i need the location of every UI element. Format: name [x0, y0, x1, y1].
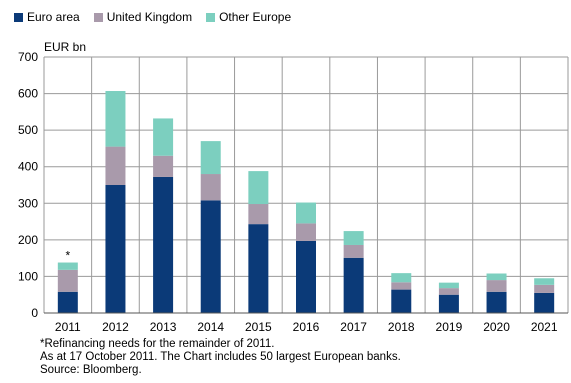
bar-euro-area-2013 — [153, 176, 174, 313]
bar-euro-area-2019 — [438, 294, 459, 313]
bar-euro-area-2016 — [296, 240, 316, 313]
x-tick-label: 2011 — [55, 320, 81, 334]
footnote-source: Source: Bloomberg. — [40, 364, 142, 376]
y-tick-label: 600 — [18, 87, 38, 101]
legend-label-euro-area: Euro area — [27, 10, 80, 24]
bar-euro-area-2015 — [248, 224, 269, 313]
bar-united-kingdom-2020 — [486, 280, 507, 292]
y-axis-unit-label: EUR bn — [44, 40, 87, 54]
x-tick-label: 2021 — [531, 320, 558, 334]
y-tick-label: 0 — [31, 306, 38, 320]
x-tick-label: 2019 — [436, 320, 463, 334]
x-tick-label: 2012 — [102, 320, 129, 334]
bar-other-europe-2014 — [200, 141, 221, 175]
legend: Euro area United Kingdom Other Europe — [14, 10, 291, 24]
legend-item-other-europe: Other Europe — [206, 10, 291, 24]
bar-other-europe-2016 — [296, 202, 316, 224]
y-tick-label: 300 — [18, 196, 38, 210]
bar-euro-area-2018 — [391, 289, 412, 313]
y-tick-label: 700 — [18, 50, 38, 64]
legend-item-euro-area: Euro area — [14, 10, 80, 24]
bar-other-europe-2018 — [391, 273, 412, 283]
legend-swatch-euro-area — [14, 12, 23, 22]
bar-united-kingdom-2021 — [534, 284, 555, 293]
bar-united-kingdom-2015 — [248, 204, 269, 225]
bar-euro-area-2017 — [343, 257, 364, 313]
legend-item-united-kingdom: United Kingdom — [93, 10, 193, 24]
footnotes: *Refinancing needs for the remainder of … — [40, 338, 401, 377]
bar-other-europe-2013 — [153, 118, 174, 156]
x-tick-label: 2014 — [197, 320, 224, 334]
x-tick-label: 2017 — [340, 320, 367, 334]
bar-euro-area-2020 — [486, 291, 507, 313]
y-tick-label: 500 — [18, 123, 38, 137]
bar-united-kingdom-2019 — [438, 288, 459, 295]
x-tick-label: 2016 — [293, 320, 320, 334]
bar-united-kingdom-2017 — [343, 244, 364, 258]
bar-united-kingdom-2016 — [296, 223, 316, 241]
bar-united-kingdom-2013 — [153, 155, 174, 177]
bar-united-kingdom-2012 — [105, 146, 126, 185]
x-tick-label: 2018 — [388, 320, 415, 334]
footnote-refinancing: *Refinancing needs for the remainder of … — [40, 338, 275, 350]
bar-united-kingdom-2014 — [200, 174, 221, 201]
bar-other-europe-2011 — [57, 262, 78, 270]
bar-other-europe-2015 — [248, 171, 269, 205]
bar-other-europe-2019 — [438, 282, 459, 289]
bar-euro-area-2011 — [57, 291, 78, 313]
stacked-bar-chart: 0 100 200 300 400 500 600 700 * 2011 2012 2013 2014 2… — [18, 50, 569, 334]
footnote-date: As at 17 October 2011. The Chart include… — [40, 351, 401, 363]
bar-united-kingdom-2018 — [391, 282, 412, 290]
legend-label-other-europe: Other Europe — [219, 10, 292, 24]
bar-annotation: * — [65, 249, 70, 263]
x-tick-label: 2020 — [483, 320, 510, 334]
bar-euro-area-2012 — [105, 185, 126, 313]
bar-other-europe-2020 — [486, 273, 507, 281]
y-tick-label: 400 — [18, 160, 38, 174]
bar-other-europe-2012 — [105, 91, 126, 147]
legend-label-united-kingdom: United Kingdom — [106, 10, 193, 24]
y-tick-label: 200 — [18, 233, 38, 247]
legend-swatch-other-europe — [206, 12, 216, 22]
bar-united-kingdom-2011 — [57, 269, 78, 292]
bar-euro-area-2021 — [534, 292, 555, 313]
x-tick-label: 2013 — [150, 320, 177, 334]
y-tick-label: 100 — [18, 269, 38, 283]
bar-euro-area-2014 — [200, 200, 221, 313]
x-tick-label: 2015 — [245, 320, 272, 334]
legend-swatch-united-kingdom — [93, 12, 103, 22]
bar-other-europe-2021 — [534, 278, 555, 285]
bar-other-europe-2017 — [343, 231, 364, 245]
